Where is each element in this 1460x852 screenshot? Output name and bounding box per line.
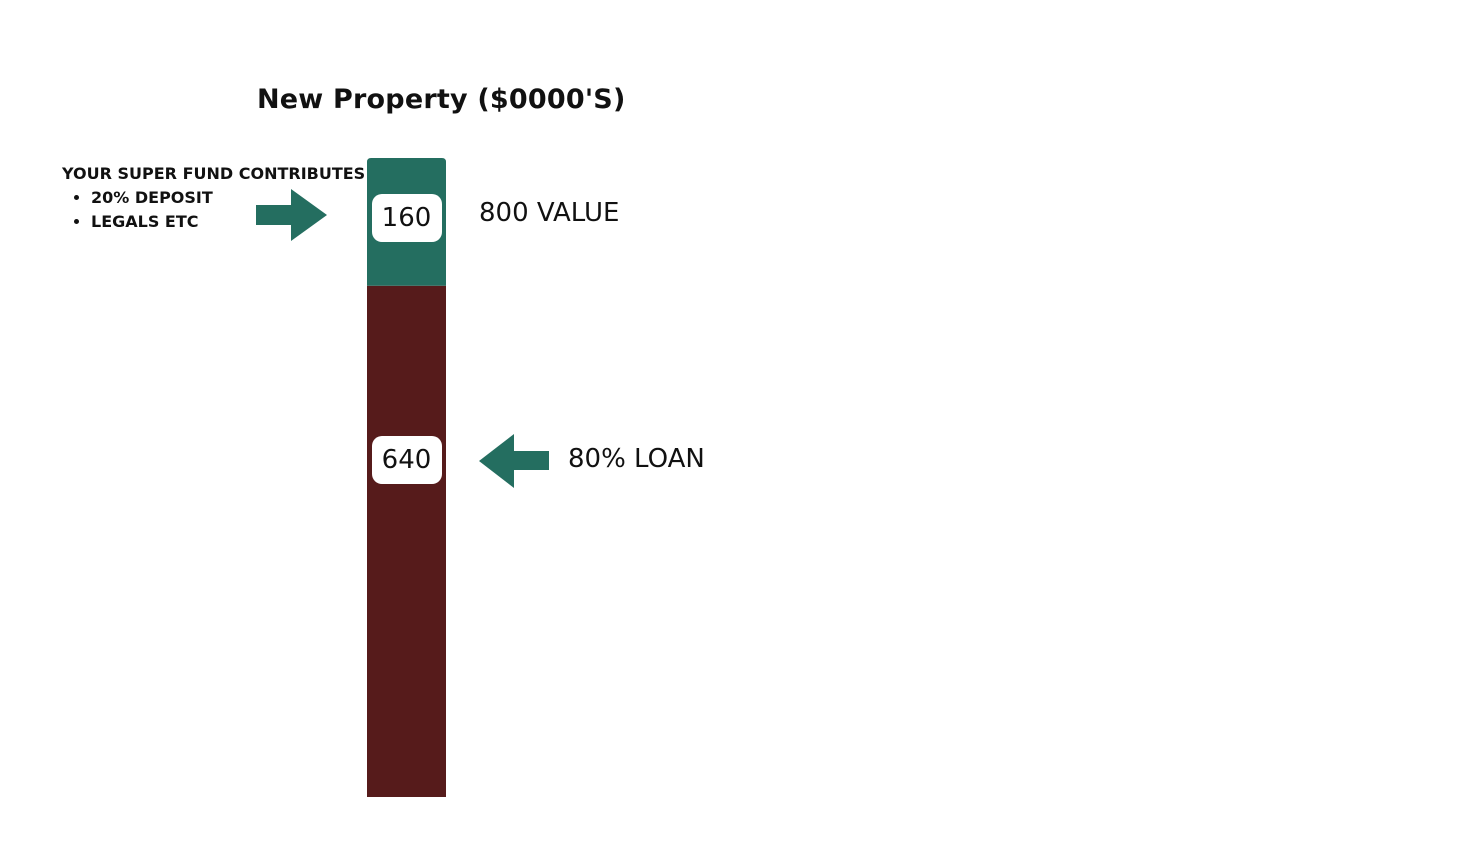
bar-segment-loan	[367, 285, 446, 797]
chart-title: New Property ($0000'S)	[257, 84, 626, 115]
data-label-deposit: 160	[371, 194, 442, 242]
loan-label: 80% LOAN	[568, 444, 705, 474]
contribution-heading: YOUR SUPER FUND CONTRIBUTES:	[62, 164, 372, 183]
data-label-loan: 640	[371, 436, 442, 484]
left-arrow-icon	[479, 434, 549, 488]
contribution-note: YOUR SUPER FUND CONTRIBUTES: 20% DEPOSIT…	[62, 162, 372, 234]
contribution-item-deposit: 20% DEPOSIT	[91, 186, 372, 210]
contribution-list: 20% DEPOSIT LEGALS ETC	[62, 186, 372, 234]
right-arrow-icon	[256, 189, 327, 241]
contribution-item-legals: LEGALS ETC	[91, 210, 372, 234]
total-value-label: 800 VALUE	[479, 198, 620, 228]
